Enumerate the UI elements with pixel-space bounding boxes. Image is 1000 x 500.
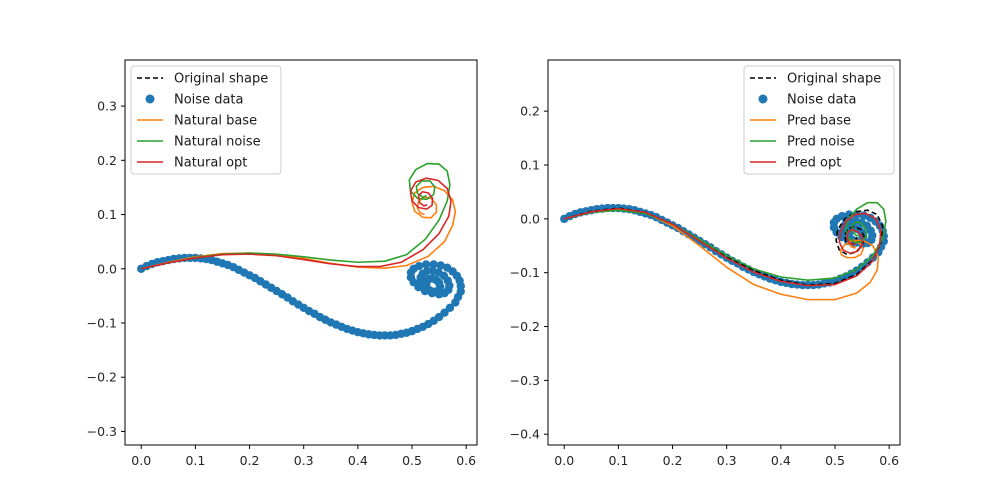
legend-label-original: Original shape	[787, 72, 881, 87]
legend-marker-noise	[758, 94, 768, 104]
curve-opt	[141, 177, 452, 270]
y-tick-label: 0.1	[520, 158, 540, 173]
y-tick-label: −0.2	[510, 319, 540, 334]
y-tick-label: 0.2	[520, 104, 540, 119]
legend-label-noise-fit: Pred noise	[787, 135, 855, 150]
noise-point	[445, 303, 455, 313]
plot-area	[137, 162, 465, 340]
x-tick-label: 0.2	[240, 453, 260, 468]
x-tick-label: 0.1	[608, 453, 628, 468]
x-tick-label: 0.3	[294, 453, 314, 468]
y-tick-label: −0.3	[510, 373, 540, 388]
x-tick-label: 0.3	[717, 453, 737, 468]
noise-point	[425, 286, 435, 295]
legend-label-noise: Noise data	[174, 93, 243, 108]
y-tick-label: −0.1	[510, 265, 540, 280]
x-tick-label: 0.4	[348, 453, 368, 468]
axes-frame	[547, 59, 901, 446]
curve-noise-fit	[564, 201, 887, 282]
x-tick-label: 0.0	[131, 453, 151, 468]
legend: Original shape Noise data Pred base Pred no…	[743, 65, 895, 175]
x-tick-label: 0.0	[554, 453, 574, 468]
legend-label-opt: Natural opt	[174, 156, 247, 171]
legend-label-noise: Noise data	[787, 93, 856, 108]
x-tick-label: 0.6	[456, 453, 476, 468]
legend-label-original: Original shape	[174, 72, 268, 87]
x-tick-label: 0.5	[402, 453, 422, 468]
legend-box	[130, 65, 282, 175]
noise-point	[421, 260, 431, 269]
right-chart: 0.0 0.1 0.2 0.3 0.4 0.5 0.6 −0.4 −0.3 −0.2 −0.1 0.0…	[510, 59, 901, 468]
legend-label-opt: Pred opt	[787, 156, 841, 171]
left-chart: 0.0 0.1 0.2 0.3 0.4 0.5 0.6 −0.3 −0.2 −0.1 0.0 0.1 0…	[87, 59, 478, 468]
y-tick-label: 0.0	[520, 211, 540, 226]
x-tick-label: 0.5	[825, 453, 845, 468]
legend: Original shape Noise data Natural base Natu…	[130, 65, 282, 175]
legend-box	[743, 65, 895, 175]
legend-label-noise-fit: Natural noise	[174, 135, 261, 150]
y-tick-label: −0.4	[510, 427, 540, 442]
plot-area	[560, 201, 888, 301]
noise-point	[443, 263, 452, 272]
noise-point	[440, 308, 449, 317]
y-tick-label: 0.1	[97, 207, 117, 222]
y-tick-label: 0.3	[97, 99, 117, 114]
axes-frame	[124, 59, 478, 446]
y-tick-label: −0.2	[87, 370, 117, 385]
x-tick-label: 0.4	[771, 453, 791, 468]
x-tick-label: 0.1	[185, 453, 205, 468]
y-tick-label: 0.2	[97, 153, 117, 168]
y-tick-label: 0.0	[97, 261, 117, 276]
y-tick-label: −0.3	[87, 424, 117, 439]
x-tick-label: 0.6	[879, 453, 899, 468]
curve-base	[564, 208, 880, 301]
legend-marker-noise	[145, 94, 155, 104]
curve-noise-fit	[141, 162, 451, 270]
legend-label-base: Pred base	[787, 114, 851, 129]
x-tick-label: 0.2	[663, 453, 683, 468]
y-tick-label: −0.1	[87, 315, 117, 330]
noise-point	[866, 213, 875, 222]
noise-point	[436, 261, 445, 270]
noise-point	[429, 260, 438, 269]
curve-opt	[564, 207, 882, 287]
legend-label-base: Natural base	[174, 114, 257, 129]
